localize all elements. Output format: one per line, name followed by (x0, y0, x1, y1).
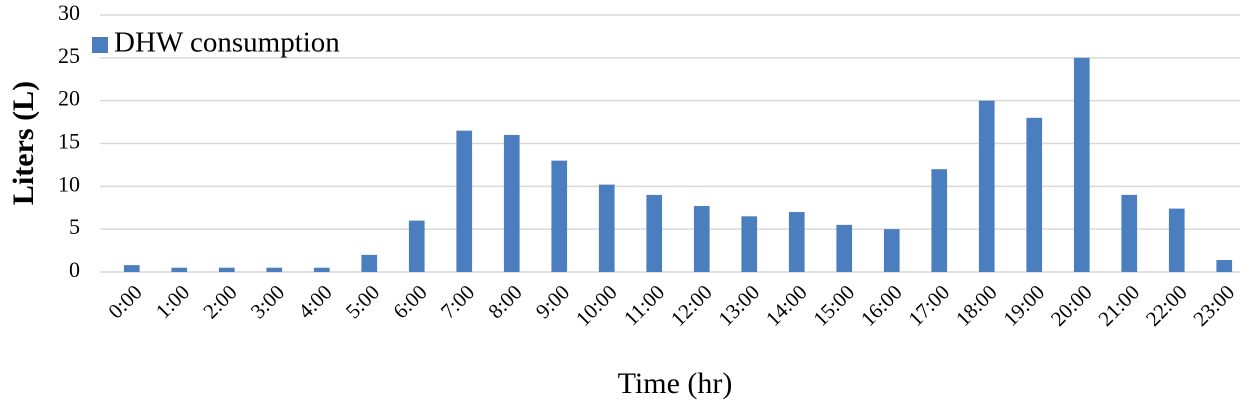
x-axis-title: Time (hr) (618, 367, 733, 400)
x-tick-label: 17:00 (903, 280, 954, 331)
x-tick-label: 0:00 (103, 280, 146, 323)
bar (1026, 117, 1043, 272)
bar (313, 267, 330, 272)
bar (598, 184, 615, 272)
bar (1216, 260, 1233, 272)
x-tick-label: 7:00 (436, 280, 479, 323)
y-tick-label: 5 (69, 214, 80, 239)
bar (171, 267, 188, 272)
y-tick-label: 20 (58, 86, 80, 111)
bar (978, 100, 995, 273)
x-tick-label: 9:00 (531, 280, 574, 323)
bar (456, 130, 473, 272)
bar (123, 265, 140, 272)
bar (1168, 208, 1185, 272)
x-tick-label: 20:00 (1046, 280, 1097, 331)
y-tick-label: 25 (58, 43, 80, 68)
x-tick-label: 19:00 (998, 280, 1049, 331)
bar (1121, 194, 1138, 272)
bar (551, 160, 568, 272)
x-tick-label: 3:00 (246, 280, 289, 323)
x-tick-label: 1:00 (151, 280, 194, 323)
x-tick-label: 21:00 (1093, 280, 1144, 331)
x-tick-label: 10:00 (571, 280, 622, 331)
x-tick-label: 8:00 (483, 280, 526, 323)
x-tick-label: 18:00 (951, 280, 1002, 331)
bar (1073, 57, 1090, 273)
y-tick-label: 0 (69, 257, 80, 282)
bar (836, 224, 853, 272)
bar (408, 220, 425, 272)
x-tick-label: 4:00 (293, 280, 336, 323)
bar (266, 267, 283, 272)
y-tick-label: 15 (58, 129, 80, 154)
bar (931, 169, 948, 272)
x-tick-label: 12:00 (666, 280, 717, 331)
x-tick-label: 5:00 (341, 280, 384, 323)
bar (218, 267, 235, 272)
y-tick-label: 10 (58, 171, 80, 196)
bar (788, 212, 805, 272)
x-tick-label: 6:00 (388, 280, 431, 323)
x-tick-label: 11:00 (619, 280, 669, 330)
bar (741, 216, 758, 272)
y-axis-title: Liters (L) (7, 81, 40, 205)
bar (693, 206, 710, 272)
x-tick-label: 22:00 (1141, 280, 1192, 331)
bar (883, 229, 900, 272)
x-tick-label: 14:00 (761, 280, 812, 331)
x-tick-label: 13:00 (713, 280, 764, 331)
legend-swatch (92, 37, 108, 53)
x-tick-label: 23:00 (1188, 280, 1239, 331)
x-tick-label: 2:00 (198, 280, 241, 323)
y-tick-label: 30 (58, 0, 80, 25)
bar (503, 134, 520, 272)
legend-label: DHW consumption (114, 27, 340, 59)
x-tick-label: 16:00 (856, 280, 907, 331)
bar (361, 254, 378, 272)
x-tick-label: 15:00 (808, 280, 859, 331)
bar (646, 194, 663, 272)
